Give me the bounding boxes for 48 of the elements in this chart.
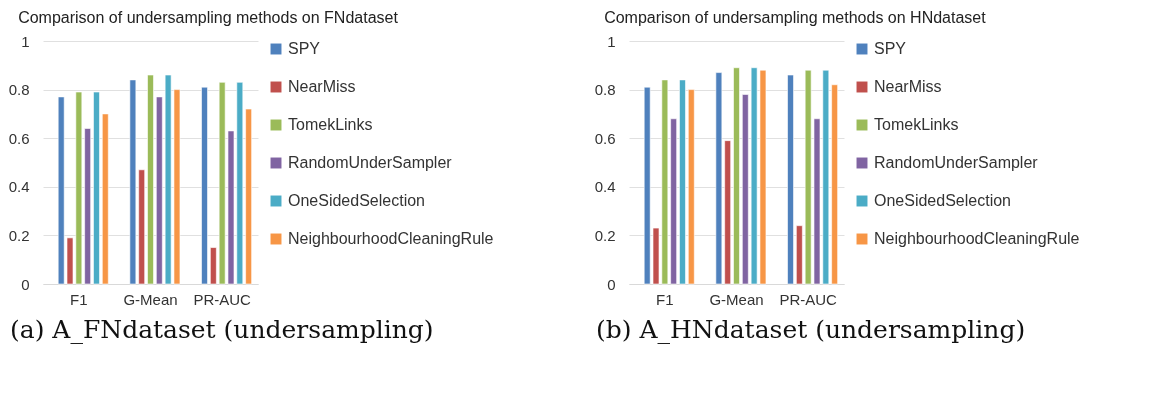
x-tick-label: F1 — [656, 290, 674, 308]
bar — [102, 113, 109, 285]
bar — [831, 84, 838, 285]
y-tick-label: 0.4 — [8, 178, 30, 196]
legend-label: SPY — [288, 40, 321, 57]
x-tick-label: F1 — [70, 290, 88, 308]
bar — [787, 74, 794, 285]
y-tick-label: 0.4 — [594, 178, 616, 196]
x-tick-label: PR-AUC — [193, 290, 252, 308]
bar — [733, 67, 740, 285]
x-tick-label: G-Mean — [123, 290, 178, 308]
bar — [245, 108, 252, 285]
y-tick-label: 0 — [21, 275, 30, 293]
y-tick-label: 0.6 — [594, 129, 616, 147]
legend-label: OneSidedSelection — [288, 192, 425, 209]
bar — [147, 74, 154, 285]
y-tick-label: 0.2 — [8, 226, 30, 244]
text: (b) A_HNdataset (undersampling) — [595, 315, 1027, 344]
y-tick-label: 0.8 — [594, 81, 616, 99]
bar — [210, 247, 217, 285]
bar — [670, 118, 677, 285]
y-tick-label: 1 — [607, 32, 616, 50]
y-tick-label: 0.6 — [8, 129, 30, 147]
x-tick-label: PR-AUC — [779, 290, 838, 308]
legend-label: NeighbourhoodCleaningRule — [288, 230, 494, 247]
chart-title: Comparison of undersampling methods on HNdataset — [604, 9, 987, 26]
bar — [84, 128, 91, 285]
y-tick-label: 0.8 — [8, 81, 30, 99]
bar — [796, 225, 803, 285]
legend-label: TomekLinks — [874, 116, 959, 133]
text: (a) A_FNdataset (undersampling) — [9, 315, 435, 344]
legend-label: SPY — [874, 40, 907, 57]
legend-label: RandomUnderSampler — [874, 154, 1039, 171]
bar — [93, 91, 100, 285]
bar — [688, 89, 695, 285]
chart-title: Comparison of undersampling methods on FNdataset — [18, 9, 399, 26]
y-tick-label: 0.2 — [594, 226, 616, 244]
x-tick-label: G-Mean — [709, 290, 764, 308]
legend-label: NearMiss — [874, 78, 942, 95]
y-tick-label: 0 — [607, 275, 616, 293]
y-tick-label: 1 — [21, 32, 30, 50]
legend-label: NeighbourhoodCleaningRule — [874, 230, 1080, 247]
legend-label: NearMiss — [288, 78, 356, 95]
legend-label: RandomUnderSampler — [288, 154, 453, 171]
bar — [201, 86, 208, 285]
legend-label: TomekLinks — [288, 116, 373, 133]
legend-label: OneSidedSelection — [874, 192, 1011, 209]
bar — [679, 79, 686, 285]
